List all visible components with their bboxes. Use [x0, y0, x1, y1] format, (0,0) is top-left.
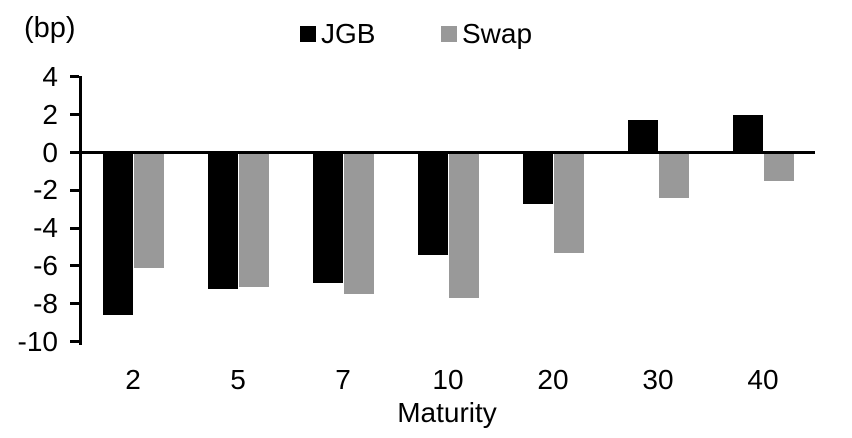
y-tick-0 — [70, 151, 79, 154]
y-axis-line — [79, 76, 82, 345]
bar-jgb-2 — [103, 152, 133, 316]
y-tick-label-0: 0 — [42, 136, 58, 168]
y-tick-label--2: -2 — [33, 174, 58, 206]
bar-jgb-10 — [418, 152, 448, 255]
legend-swatch-swap-icon — [441, 26, 457, 42]
legend: JGB Swap — [0, 18, 852, 52]
legend-item-jgb: JGB — [300, 18, 375, 50]
bar-jgb-7 — [313, 152, 343, 283]
legend-swatch-jgb-icon — [300, 26, 316, 42]
y-tick--6 — [70, 264, 79, 268]
bar-jgb-5 — [208, 152, 238, 289]
y-tick-label--4: -4 — [33, 212, 58, 244]
y-tick--4 — [70, 226, 79, 230]
y-tick-label--6: -6 — [33, 249, 58, 281]
bar-swap-2 — [134, 152, 164, 268]
zero-baseline — [70, 151, 815, 154]
x-axis-title: Maturity — [397, 397, 497, 428]
y-tick-label--8: -8 — [33, 287, 58, 319]
legend-label-jgb: JGB — [321, 18, 376, 49]
y-tick-2 — [70, 113, 79, 117]
legend-item-swap: Swap — [441, 18, 532, 50]
y-tick-4 — [70, 75, 79, 79]
bar-swap-10 — [449, 152, 479, 299]
y-tick-label--10: -10 — [17, 325, 58, 357]
x-tick-label-2: 2 — [125, 364, 141, 395]
bar-swap-30 — [659, 152, 689, 198]
bar-swap-20 — [554, 152, 584, 253]
bar-swap-40 — [764, 152, 794, 181]
x-tick-label-5: 5 — [230, 364, 246, 395]
legend-label-swap: Swap — [462, 18, 533, 49]
bar-jgb-30 — [628, 120, 658, 153]
bar-swap-7 — [344, 152, 374, 295]
x-tick-label-40: 40 — [747, 364, 779, 395]
y-tick--8 — [70, 302, 79, 306]
y-tick--2 — [70, 188, 79, 192]
y-axis-unit-label: (bp) — [24, 12, 76, 44]
bar-swap-5 — [239, 152, 269, 287]
x-tick-label-30: 30 — [642, 364, 674, 395]
y-tick--10 — [70, 340, 79, 343]
bar-jgb-40 — [733, 114, 763, 153]
x-tick-label-20: 20 — [537, 364, 569, 395]
y-tick-label-4: 4 — [42, 60, 58, 92]
bar-jgb-20 — [523, 152, 553, 204]
x-tick-label-7: 7 — [335, 364, 351, 395]
y-tick-label-2: 2 — [42, 98, 58, 130]
x-tick-label-10: 10 — [432, 364, 464, 395]
